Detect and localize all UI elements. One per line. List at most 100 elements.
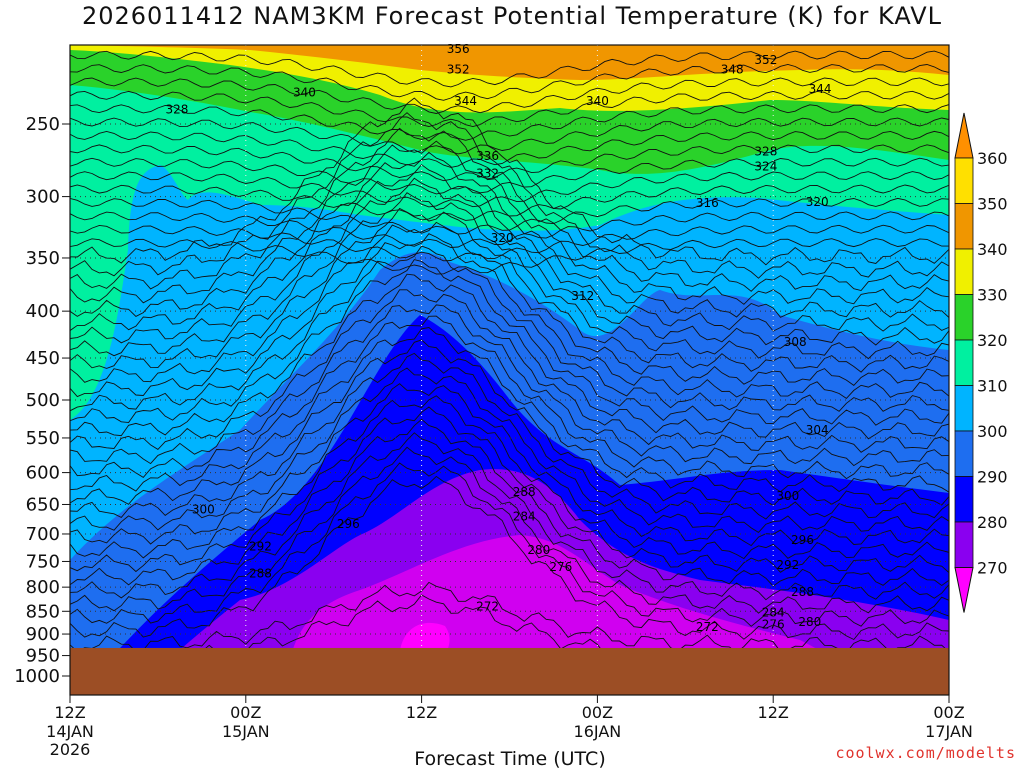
- contour-line: [70, 207, 949, 373]
- y-tick-label: 800: [26, 577, 60, 598]
- contour-labels: 3563523443403283483523443403363323283243…: [165, 42, 831, 634]
- y-tick-label: 450: [26, 348, 60, 369]
- contour-line: [70, 224, 949, 262]
- contour-line: [70, 171, 949, 208]
- colorbar-label: 350: [977, 195, 1008, 214]
- plot-frame: [69, 44, 950, 696]
- contour-line: [70, 446, 949, 614]
- chart-title: 2026011412 NAM3KM Forecast Potential Tem…: [81, 2, 943, 30]
- contour-line: [70, 259, 949, 426]
- contour-line: [70, 245, 949, 412]
- colorbar-swatch: [954, 339, 974, 386]
- contour-line: [70, 273, 949, 440]
- contour-label: 276: [762, 618, 785, 632]
- source-credit: coolwx.com/modelts: [835, 744, 1016, 762]
- contour-label: 280: [798, 615, 821, 629]
- contour-line: [70, 151, 949, 318]
- contour-line: [70, 238, 949, 275]
- y-tick-label: 900: [26, 624, 60, 645]
- colorbar-top-arrow: [954, 112, 974, 159]
- fill-band-coldest: [400, 622, 450, 655]
- contour-label: 316: [696, 196, 719, 210]
- colorbar-label: 300: [977, 422, 1008, 441]
- contour-label: 336: [476, 149, 499, 163]
- colorbar-swatch: [954, 476, 974, 523]
- contour-line: [70, 144, 949, 182]
- contour-label: 320: [806, 195, 829, 209]
- x-tick-label: 00Z: [933, 703, 964, 722]
- contour-line: [70, 77, 949, 114]
- colorbar-swatch: [954, 203, 974, 250]
- x-axis-label: Forecast Time (UTC): [414, 748, 605, 768]
- y-axis: 2503003504004505005506006507007508008509…: [14, 114, 70, 687]
- contour-label: 288: [791, 585, 814, 599]
- contour-line: [70, 221, 949, 386]
- colorbar-label: 270: [977, 559, 1008, 578]
- y-tick-label: 500: [26, 390, 60, 411]
- contour-label: 284: [513, 510, 536, 524]
- contour-line: [70, 475, 949, 641]
- colorbar-label: 290: [977, 468, 1008, 487]
- x-tick-year: 2026: [50, 740, 91, 759]
- contour-line: [70, 64, 949, 101]
- contour-line: [70, 406, 949, 573]
- contour-label: 292: [776, 558, 799, 572]
- contour-label: 300: [192, 502, 215, 516]
- colorbar-swatch: [954, 248, 974, 295]
- y-tick-label: 950: [26, 646, 60, 667]
- contour-label: 352: [447, 62, 470, 76]
- contour-label: 288: [513, 485, 536, 499]
- contour-label: 352: [754, 53, 777, 67]
- contour-line: [70, 352, 949, 520]
- contour-line: [70, 315, 949, 480]
- y-tick-label: 750: [26, 551, 60, 572]
- y-tick-label: 650: [26, 494, 60, 515]
- contour-label: 300: [776, 489, 799, 503]
- contour-lines: [70, 50, 949, 667]
- fill-band-350: [70, 45, 949, 80]
- x-tick-date: 17JAN: [925, 722, 973, 741]
- contour-line: [70, 418, 949, 587]
- contour-line: [70, 367, 949, 533]
- y-tick-label: 600: [26, 463, 60, 484]
- contour-line: [70, 90, 949, 127]
- contour-line: [70, 395, 949, 560]
- x-tick-label: 12Z: [54, 703, 85, 722]
- contour-line: [70, 112, 949, 279]
- contour-label: 284: [762, 606, 785, 620]
- ground-surface: [70, 647, 949, 695]
- contour-line: [70, 177, 949, 346]
- contour-line: [70, 211, 949, 248]
- contour-line: [70, 117, 949, 155]
- contour-label: 304: [806, 423, 829, 437]
- plot-fill-group: [70, 45, 949, 695]
- contour-label: 344: [809, 82, 832, 96]
- contour-line: [70, 383, 949, 547]
- colorbar-label: 280: [977, 513, 1008, 532]
- contour-line: [70, 157, 949, 195]
- contour-label: 356: [447, 42, 470, 56]
- x-tick-label: 00Z: [582, 703, 613, 722]
- y-tick-label: 300: [26, 187, 60, 208]
- contour-label: 328: [165, 102, 188, 116]
- contour-line: [70, 432, 949, 601]
- contour-label: 288: [249, 566, 272, 580]
- contour-label: 308: [784, 335, 807, 349]
- contour-line: [70, 339, 949, 506]
- colorbar-label: 360: [977, 149, 1008, 168]
- contour-label: 348: [721, 62, 744, 76]
- contour-line: [70, 304, 949, 467]
- y-tick-label: 400: [26, 301, 60, 322]
- colorbar-swatch: [954, 157, 974, 204]
- x-tick-label: 12Z: [758, 703, 789, 722]
- y-tick-label: 850: [26, 601, 60, 622]
- contour-label: 272: [476, 600, 499, 614]
- colorbar-label: 330: [977, 286, 1008, 305]
- contour-label: 332: [476, 166, 499, 180]
- x-tick-date: 16JAN: [574, 722, 622, 741]
- x-tick-label: 00Z: [230, 703, 261, 722]
- contour-line: [70, 50, 949, 88]
